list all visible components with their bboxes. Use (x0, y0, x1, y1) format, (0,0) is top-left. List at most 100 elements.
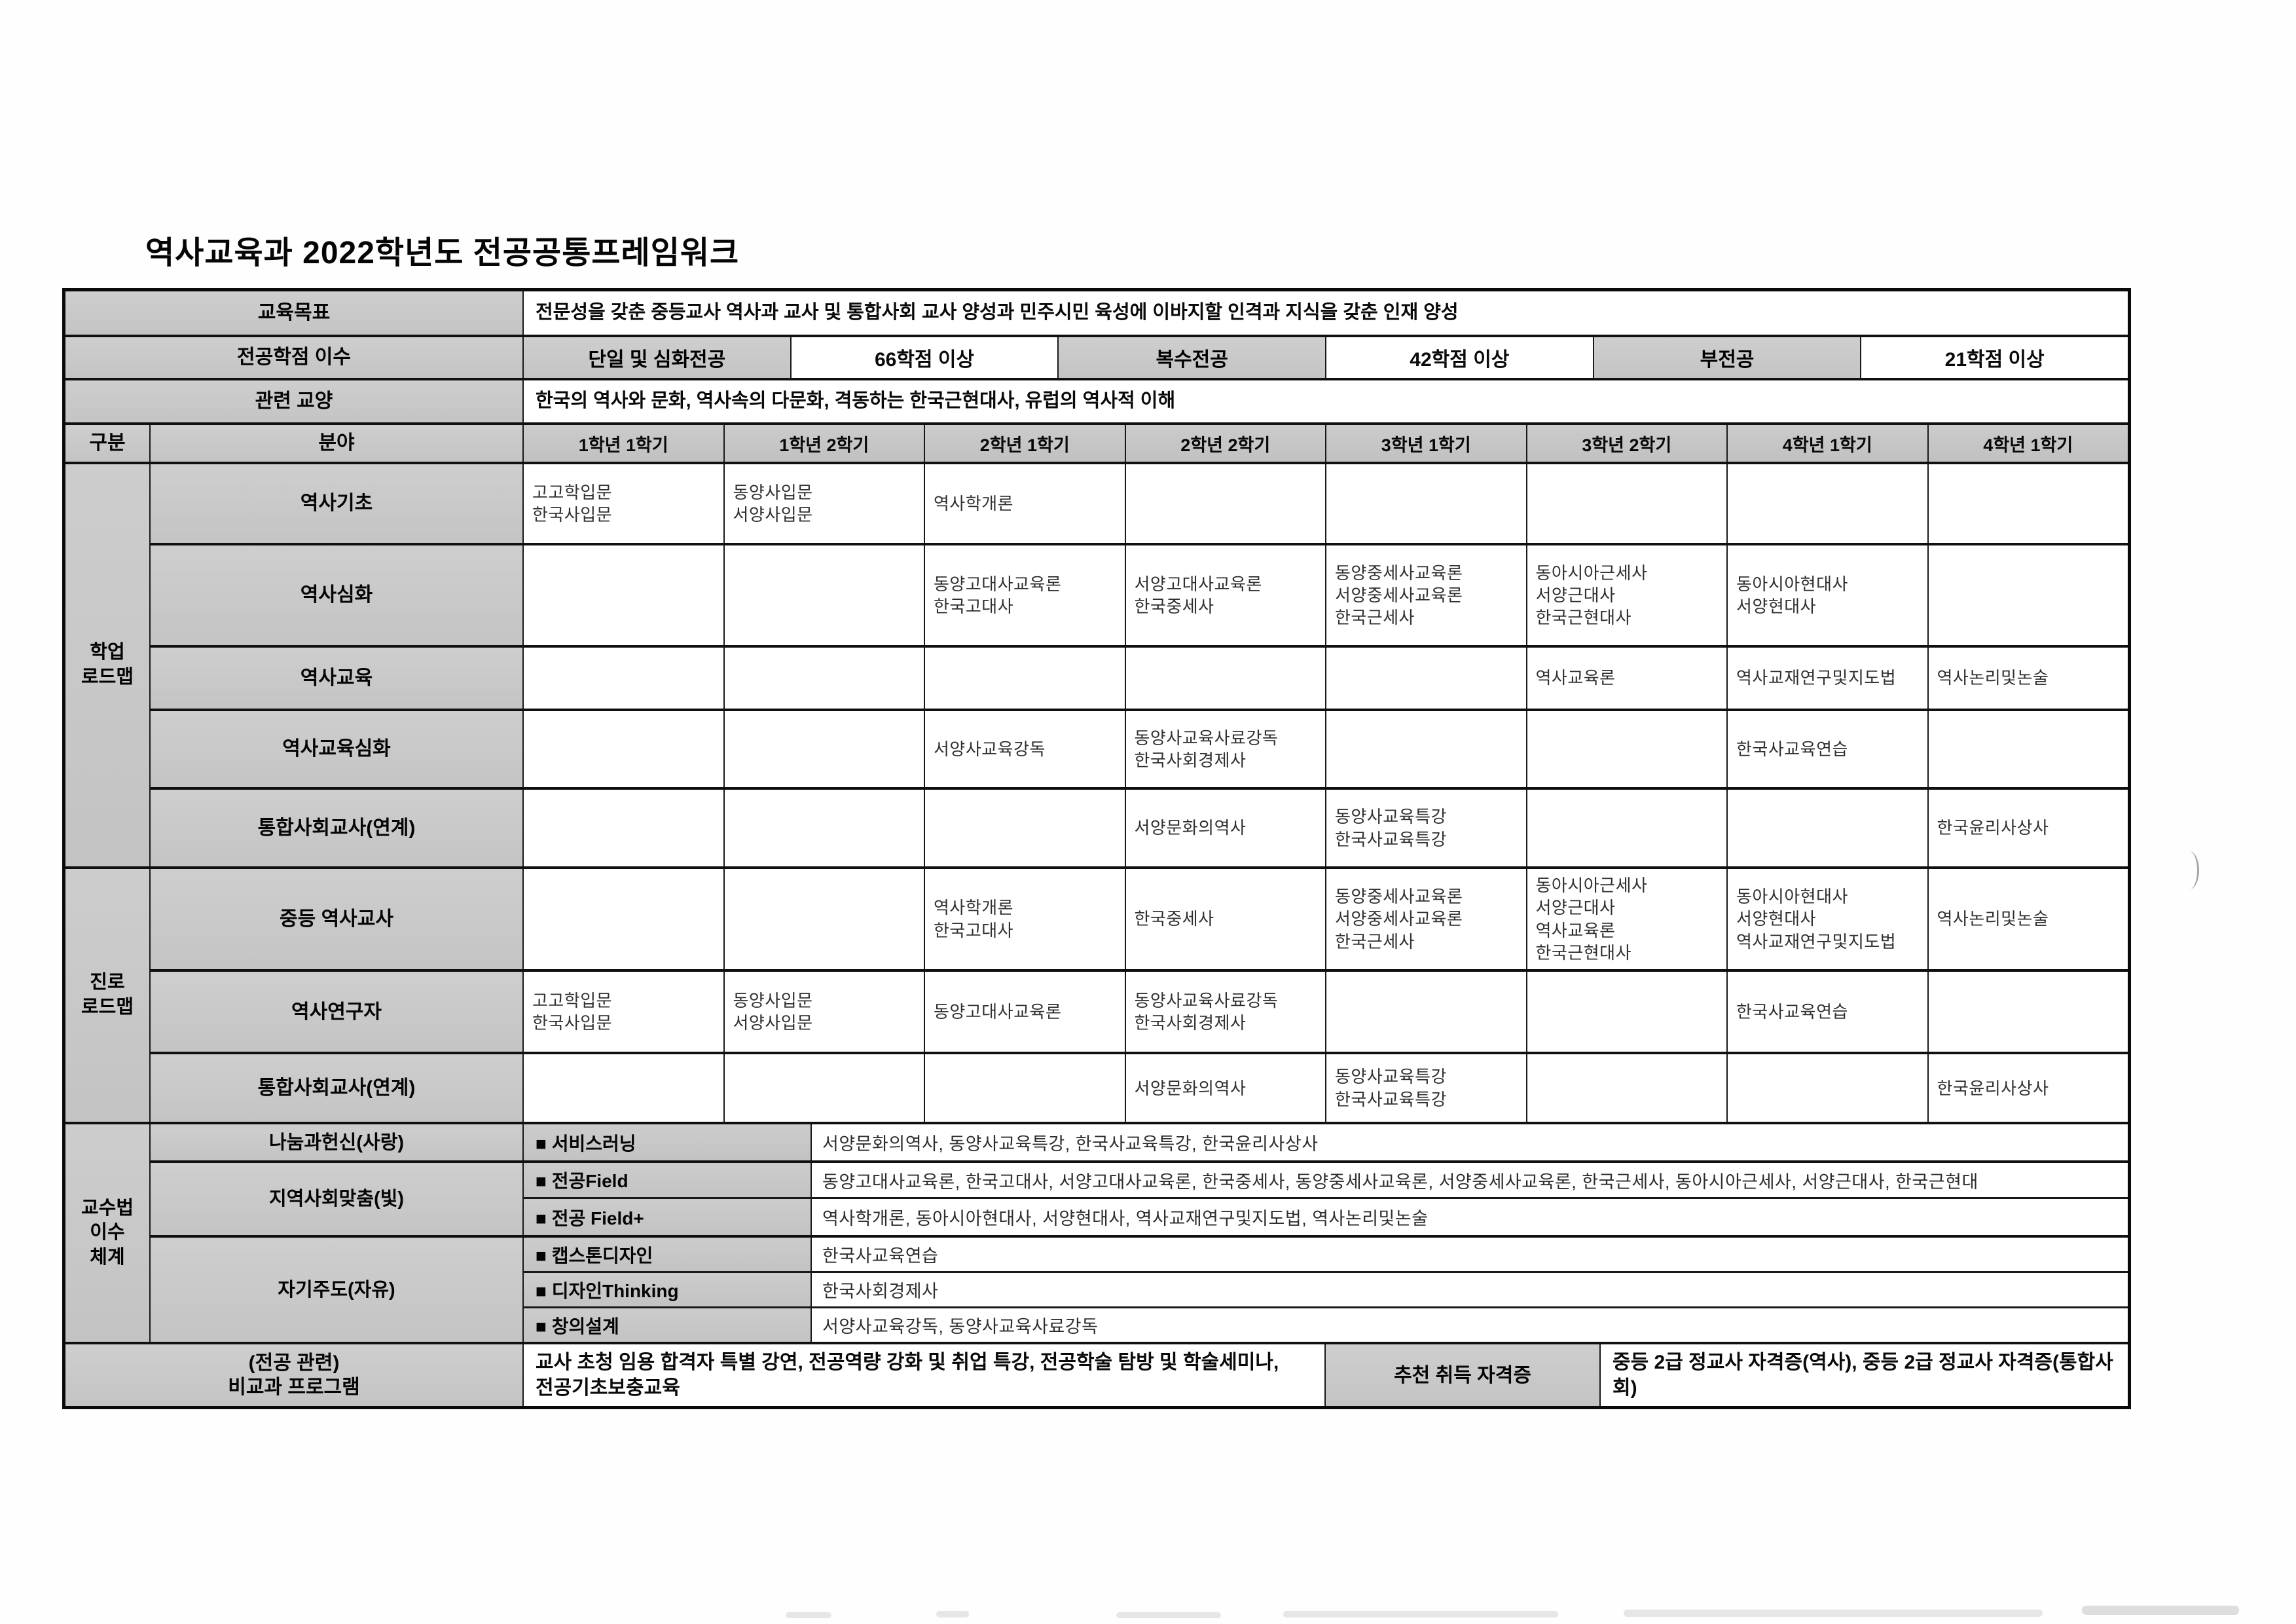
course-cell (1728, 790, 1929, 866)
program-name: ■ 창의설계 (524, 1308, 812, 1342)
course-cell (524, 1054, 725, 1122)
program-row: ■ 디자인Thinking 한국사회경제사 (524, 1273, 2128, 1309)
course-cell (1929, 545, 2128, 645)
program-rows: ■ 캡스톤디자인 한국사교육연습 ■ 디자인Thinking 한국사회경제사 ■ 창의설… (524, 1238, 2128, 1342)
scan-artifact (786, 1612, 831, 1618)
scan-artifact (2082, 1606, 2239, 1615)
course-cell: 한국사교육연습 (1728, 711, 1929, 787)
course-cell (1929, 711, 2128, 787)
course-cell: 동양중세사교육론 서양중세사교육론 한국근세사 (1326, 545, 1527, 645)
course-cell (1527, 711, 1728, 787)
course-cell (1126, 648, 1326, 709)
course-cell: 동아시아현대사 서양현대사 (1728, 545, 1929, 645)
pedagogy-category-label: 지역사회맞춤(빛) (151, 1163, 524, 1236)
pedagogy-subsection: 나눔과헌신(사랑) ■ 서비스러닝 서양문화의역사, 동양사교육특강, 한국사교육특… (151, 1124, 2128, 1164)
pedagogy-subsection: 지역사회맞춤(빛) ■ 전공Field 동양고대사교육론, 한국고대사, 서양고대사… (151, 1163, 2128, 1238)
roadmap-group: 학업 로드맵 역사기초 고고학입문 한국사입문 동양사입문 서양사입문 역사학개론 역사심… (65, 464, 2128, 869)
certificate-label: 추천 취득 자격증 (1326, 1344, 1601, 1407)
course-cell (524, 648, 725, 709)
course-cell (725, 545, 925, 645)
extracurricular-programs: 교사 초청 임용 합격자 특별 강연, 전공역량 강화 및 취업 특강, 전공학… (524, 1344, 1326, 1407)
semester-header: 2학년 2학기 (1125, 425, 1326, 462)
field-label: 역사교육심화 (151, 711, 524, 787)
extracurricular-label: (전공 관련) 비교과 프로그램 (65, 1344, 524, 1407)
scan-artifact (1624, 1610, 2043, 1617)
course-cell (524, 545, 725, 645)
course-cell: 역사논리및논술 (1937, 909, 2049, 929)
course-cell (725, 711, 925, 787)
pedagogy-group: 교수법 이수 체계 나눔과헌신(사랑) ■ 서비스러닝 서양문화의역사, 동양사교육특… (65, 1124, 2128, 1345)
program-row: ■ 캡스톤디자인 한국사교육연습 (524, 1238, 2128, 1274)
roadmap-group: 진로 로드맵 중등 역사교사 역사학개론 한국고대사 한국중세사 동양중세사교육론 서양… (65, 869, 2128, 1125)
course-cell: 동양고대사교육론 (925, 972, 1126, 1052)
course-cell: 역사학개론 (925, 464, 1126, 543)
program-name: ■ 전공 Field+ (524, 1199, 812, 1236)
semester-header: 3학년 2학기 (1527, 425, 1728, 462)
course-cell (925, 1054, 1126, 1122)
course-cell: 동양사교육특강 한국사교육특강 (1326, 790, 1527, 866)
course-cell (1929, 972, 2128, 1052)
course-cell: 동양사입문 서양사입문 (725, 972, 925, 1052)
course-cell: 역사교재연구및지도법 (1728, 648, 1929, 709)
program-courses: 역사학개론, 동아시아현대사, 서양현대사, 역사교재연구및지도법, 역사논리및… (822, 1209, 1429, 1229)
field-label: 통합사회교사(연계) (151, 1054, 524, 1122)
field-label: 역사연구자 (151, 972, 524, 1052)
header-area: 분야 (151, 425, 524, 462)
course-cell: 한국윤리사상사 (1937, 818, 2049, 838)
course-cell (1728, 1054, 1929, 1122)
table-row: 통합사회교사(연계) 서양문화의역사 동양사교육특강 한국사교육특강 한국윤리사상사 (151, 1054, 2128, 1122)
course-cell: 동아시아근세사 서양근대사 한국근현대사 (1527, 545, 1728, 645)
scan-artifact (1283, 1611, 1558, 1617)
semester-header: 1학년 2학기 (724, 425, 925, 462)
pedagogy-rows: 나눔과헌신(사랑) ■ 서비스러닝 서양문화의역사, 동양사교육특강, 한국사교육특… (151, 1124, 2128, 1342)
course-cell: 역사학개론 한국고대사 (925, 869, 1126, 970)
course-cell (1326, 464, 1527, 543)
group-label: 학업 로드맵 (65, 464, 151, 866)
group-rows: 중등 역사교사 역사학개론 한국고대사 한국중세사 동양중세사교육론 서양중세사교육론… (151, 869, 2128, 1122)
course-cell: 한국윤리사상사 (1937, 1078, 2049, 1098)
program-rows: ■ 서비스러닝 서양문화의역사, 동양사교육특강, 한국사교육특강, 한국윤리사상… (524, 1124, 2128, 1161)
course-cell (1527, 464, 1728, 543)
pedagogy-label: 교수법 이수 체계 (65, 1124, 151, 1342)
course-cell: 고고학입문 한국사입문 (524, 464, 725, 543)
course-cell: 서양사교육강독 (925, 711, 1126, 787)
program-courses: 한국사회경제사 (822, 1282, 939, 1302)
program-row: ■ 전공 Field+ 역사학개론, 동아시아현대사, 서양현대사, 역사교재연구… (524, 1199, 2128, 1236)
credits-row: 전공학점 이수 단일 및 심화전공 66학점 이상 복수전공 42학점 이상 부… (65, 337, 2128, 380)
field-label: 역사교육 (151, 648, 524, 709)
course-cell (725, 1054, 925, 1122)
field-label: 중등 역사교사 (151, 869, 524, 970)
course-cell: 고고학입문 한국사입문 (524, 972, 725, 1052)
table-row: 역사교육 역사교육론 역사교재연구및지도법 역사논리및논술 (151, 648, 2128, 711)
course-cell (524, 790, 725, 866)
framework-table: 교육목표 전문성을 갖춘 중등교사 역사과 교사 및 통합사회 교사 양성과 민… (62, 288, 2131, 1410)
scan-artifact (2180, 851, 2199, 889)
credit-value: 21학점 이상 (1944, 349, 2045, 371)
liberal-arts-row: 관련 교양 한국의 역사와 문화, 역사속의 다문화, 격동하는 한국근현대사,… (65, 380, 2128, 425)
goal-text: 전문성을 갖춘 중등교사 역사과 교사 및 통합사회 교사 양성과 민주시민 육… (536, 302, 1459, 323)
program-name: ■ 서비스러닝 (524, 1124, 812, 1161)
field-label: 역사심화 (151, 545, 524, 645)
table-row: 중등 역사교사 역사학개론 한국고대사 한국중세사 동양중세사교육론 서양중세사교육론… (151, 869, 2128, 972)
semester-header: 2학년 1학기 (925, 425, 1126, 462)
scan-artifact (936, 1611, 969, 1617)
program-rows: ■ 전공Field 동양고대사교육론, 한국고대사, 서양고대사교육론, 한국중세… (524, 1163, 2128, 1236)
semester-header: 1학년 1학기 (524, 425, 725, 462)
course-cell: 서양문화의역사 (1126, 1054, 1326, 1122)
group-rows: 역사기초 고고학입문 한국사입문 동양사입문 서양사입문 역사학개론 역사심화 동양고대사… (151, 464, 2128, 866)
course-cell: 역사교육론 (1527, 648, 1728, 709)
table-row: 통합사회교사(연계) 서양문화의역사 동양사교육특강 한국사교육특강 한국윤리사상사 (151, 790, 2128, 866)
credit-type: 단일 및 심화전공 (524, 337, 792, 378)
credit-type: 복수전공 (1059, 337, 1327, 378)
course-cell: 동아시아근세사 서양근대사 역사교육론 한국근현대사 (1527, 869, 1728, 970)
table-row: 역사심화 동양고대사교육론 한국고대사 서양고대사교육론 한국중세사 동양중세사교육론… (151, 545, 2128, 648)
program-row: ■ 전공Field 동양고대사교육론, 한국고대사, 서양고대사교육론, 한국중세… (524, 1163, 2128, 1200)
semester-header: 3학년 1학기 (1326, 425, 1527, 462)
course-cell (1527, 790, 1728, 866)
pedagogy-subsection: 자기주도(자유) ■ 캡스톤디자인 한국사교육연습 ■ 디자인Thinking 한국사회… (151, 1238, 2128, 1342)
course-cell: 서양문화의역사 (1126, 790, 1326, 866)
program-row: ■ 서비스러닝 서양문화의역사, 동양사교육특강, 한국사교육특강, 한국윤리사상… (524, 1124, 2128, 1161)
goal-label: 교육목표 (65, 291, 524, 335)
course-cell: 동양사교육사료강독 한국사회경제사 (1126, 972, 1326, 1052)
liberal-arts-label: 관련 교양 (65, 380, 524, 422)
